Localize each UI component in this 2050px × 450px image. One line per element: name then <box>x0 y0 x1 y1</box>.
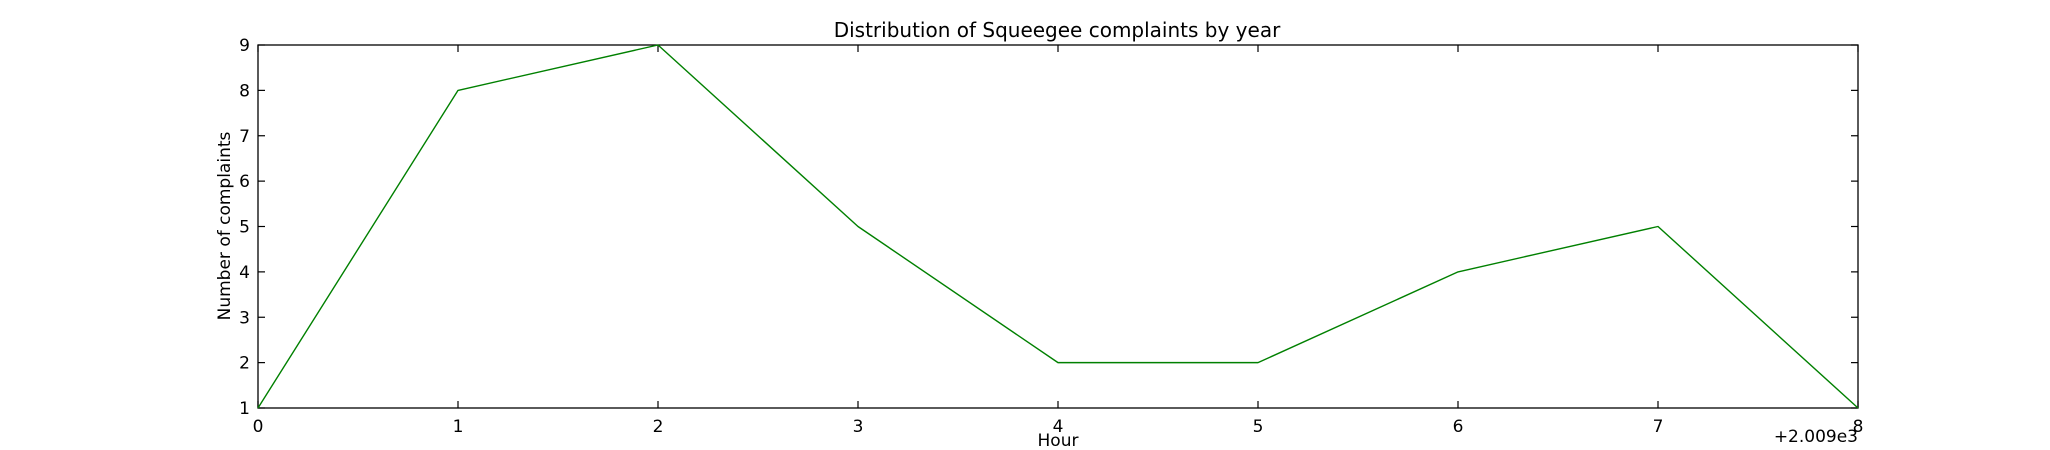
y-tick-label: 2 <box>239 354 250 374</box>
y-tick-label: 9 <box>239 36 250 56</box>
x-tick-label: 1 <box>453 417 464 437</box>
y-tick-label: 5 <box>239 218 250 238</box>
y-tick-label: 1 <box>239 399 250 419</box>
x-tick-label: 8 <box>1853 417 1864 437</box>
x-tick-label: 5 <box>1253 417 1264 437</box>
x-tick-label: 7 <box>1653 417 1664 437</box>
series-line <box>257 44 1859 409</box>
x-axis-ticks <box>257 45 1859 408</box>
y-tick-label: 4 <box>239 263 250 283</box>
y-axis-label: Number of complaints <box>215 131 235 320</box>
y-axis-ticks <box>258 44 1858 409</box>
y-axis-tick-labels: 1 2 3 4 5 6 7 8 9 <box>239 36 250 419</box>
x-tick-label: 4 <box>1053 417 1064 437</box>
x-tick-label: 0 <box>253 417 264 437</box>
series-layer <box>257 44 1859 409</box>
x-tick-label: 6 <box>1453 417 1464 437</box>
x-tick-label: 2 <box>653 417 664 437</box>
y-tick-label: 3 <box>239 308 250 328</box>
x-axis-offset-label: +2.009e3 <box>1774 427 1858 447</box>
y-tick-label: 7 <box>239 127 250 147</box>
plot-area <box>257 44 1859 409</box>
chart-title: Distribution of Squeegee complaints by y… <box>834 18 1281 42</box>
x-axis-tick-labels: 0 1 2 3 4 5 6 7 8 <box>253 417 1864 437</box>
x-axis-label: Hour <box>1038 431 1079 450</box>
y-tick-label: 8 <box>239 81 250 101</box>
y-tick-label: 6 <box>239 172 250 192</box>
x-tick-label: 3 <box>853 417 864 437</box>
